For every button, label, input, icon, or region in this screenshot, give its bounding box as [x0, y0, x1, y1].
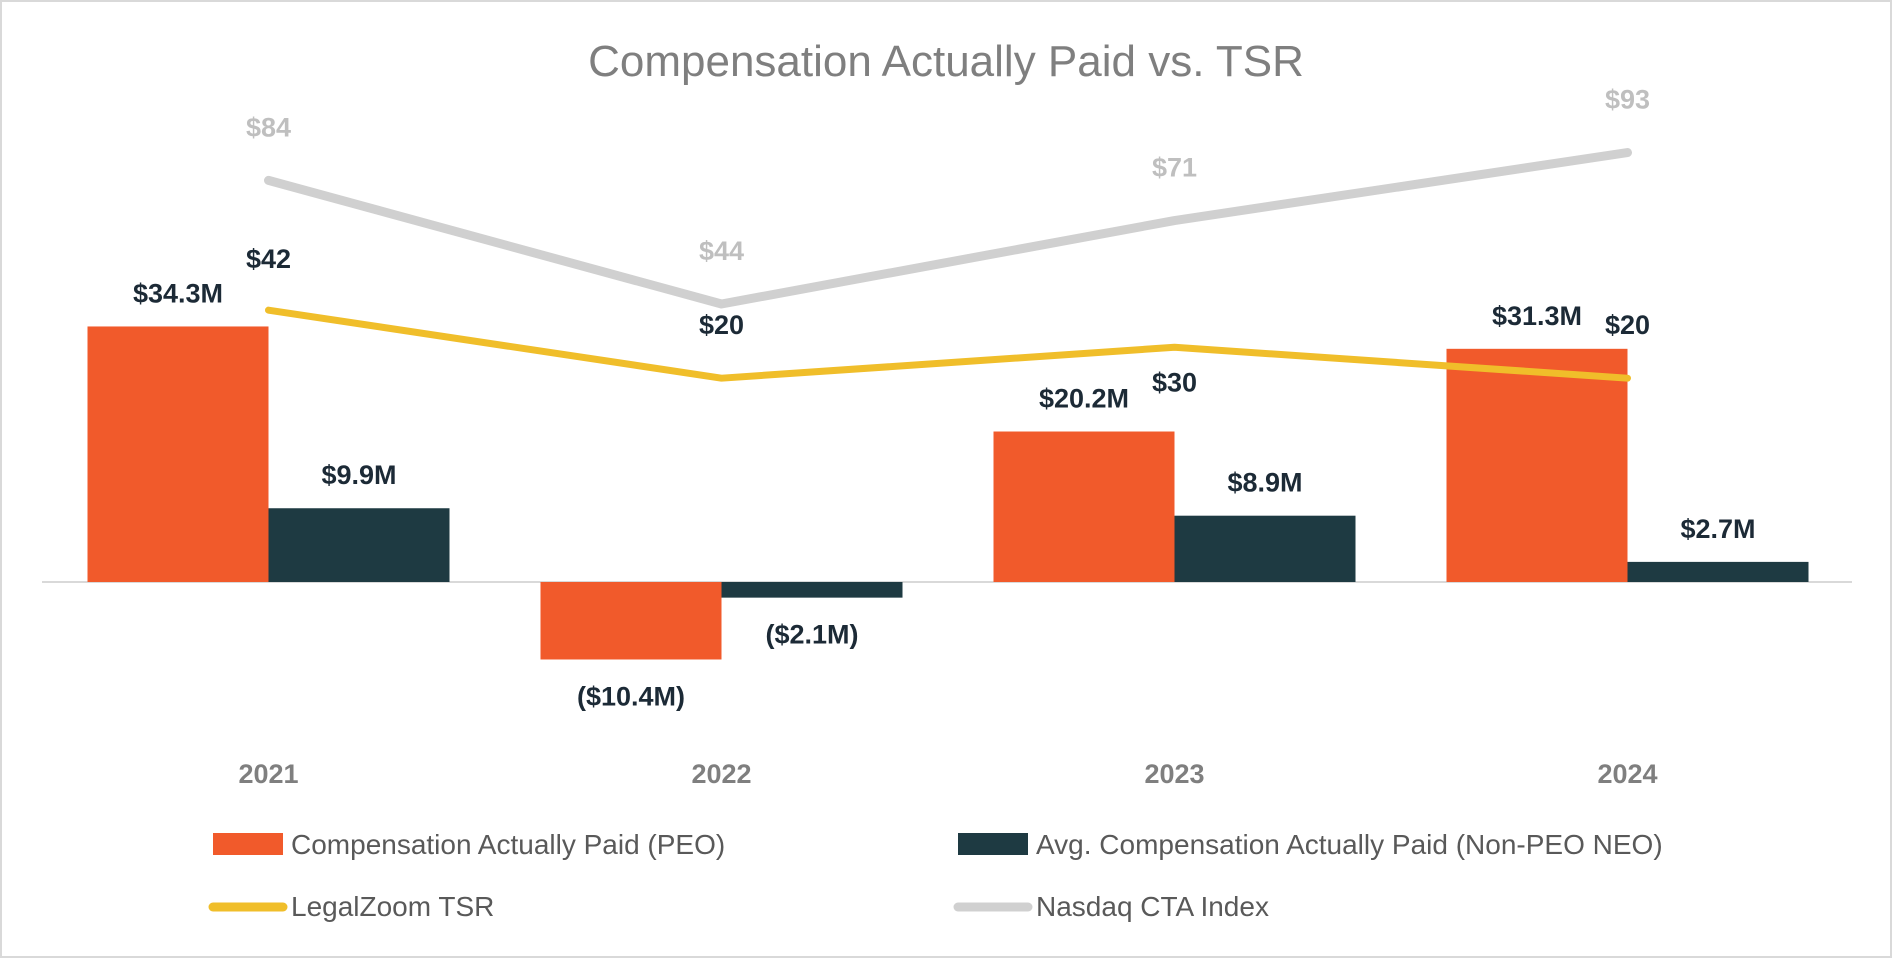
tsr-label-2021: $42: [246, 244, 291, 274]
bar-label-peo-2024: $31.3M: [1492, 301, 1582, 331]
bar-non-peo-2022: [721, 582, 903, 598]
tsr-label-2023: $30: [1152, 367, 1197, 397]
legend-label-index: Nasdaq CTA Index: [1036, 891, 1269, 922]
index-label-2024: $93: [1605, 85, 1650, 115]
labels-layer: $34.3M $9.9M ($10.4M) ($2.1M) $20.2M $8.9M $31…: [133, 85, 1756, 712]
bar-non-peo-2021: [268, 508, 450, 582]
bar-non-peo-2023: [1174, 515, 1356, 582]
legend-swatch-non-peo: [958, 833, 1028, 855]
index-label-2023: $71: [1152, 153, 1197, 183]
bar-peo-2022: [540, 582, 722, 660]
line-legalzoom-tsr: [265, 306, 1631, 382]
bar-label-non-peo-2024: $2.7M: [1680, 514, 1755, 544]
bar-label-non-peo-2022: ($2.1M): [765, 620, 858, 650]
bars-layer: [87, 326, 1809, 660]
legend-label-tsr: LegalZoom TSR: [291, 891, 494, 922]
bar-non-peo-2024: [1627, 561, 1809, 582]
bar-peo-2024: [1446, 348, 1628, 582]
x-tick-label-2021: 2021: [238, 759, 298, 789]
legend-item-peo: Compensation Actually Paid (PEO): [213, 829, 725, 860]
legend-label-peo: Compensation Actually Paid (PEO): [291, 829, 725, 860]
bar-label-peo-2023: $20.2M: [1039, 384, 1129, 414]
legend-swatch-peo: [213, 833, 283, 855]
legend-item-index: Nasdaq CTA Index: [953, 891, 1269, 922]
index-label-2022: $44: [699, 236, 744, 266]
bar-peo-2021: [87, 326, 269, 582]
x-tick-label-2023: 2023: [1144, 759, 1204, 789]
legend: Compensation Actually Paid (PEO) Avg. Co…: [208, 829, 1663, 922]
tsr-label-2024: $20: [1605, 310, 1650, 340]
chart-title: Compensation Actually Paid vs. TSR: [588, 37, 1304, 86]
x-tick-label-2022: 2022: [691, 759, 751, 789]
bar-peo-2023: [993, 431, 1175, 582]
x-axis-labels: 2021 2022 2023 2024: [238, 759, 1657, 789]
legend-label-non-peo: Avg. Compensation Actually Paid (Non-PEO…: [1036, 829, 1663, 860]
bar-label-peo-2021: $34.3M: [133, 278, 223, 308]
bar-label-non-peo-2023: $8.9M: [1227, 468, 1302, 498]
bar-label-non-peo-2021: $9.9M: [321, 460, 396, 490]
index-label-2021: $84: [246, 112, 291, 142]
bar-label-peo-2022: ($10.4M): [577, 681, 685, 711]
tsr-label-2022: $20: [699, 310, 744, 340]
legend-item-tsr: LegalZoom TSR: [208, 891, 494, 922]
x-tick-label-2024: 2024: [1597, 759, 1657, 789]
lines-layer: [264, 148, 1632, 382]
legend-item-non-peo: Avg. Compensation Actually Paid (Non-PEO…: [958, 829, 1663, 860]
line-nasdaq-cta-index: [264, 148, 1632, 309]
